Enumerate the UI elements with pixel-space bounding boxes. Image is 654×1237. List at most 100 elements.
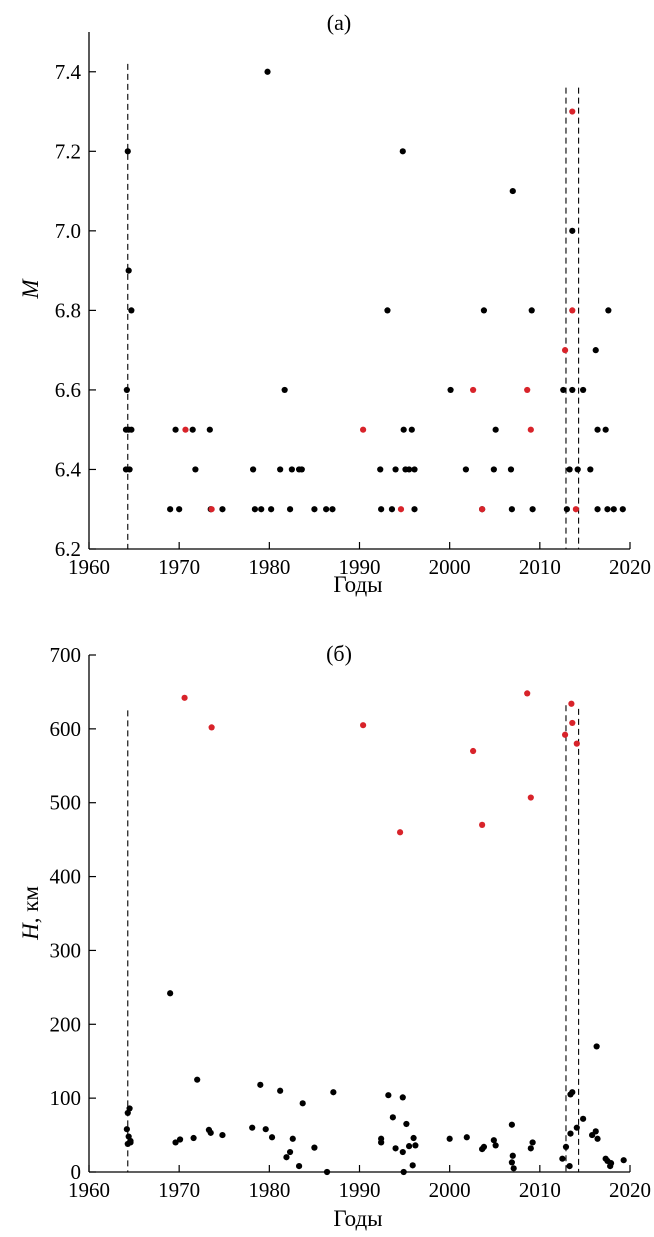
panel-a-data-point: [268, 506, 275, 513]
panel-b-data-point: [568, 700, 575, 707]
panel-a-data-point: [569, 108, 576, 115]
panel-a-data-point: [602, 426, 609, 433]
panel-b-data-point: [463, 1134, 470, 1141]
panel-b-x-tick-label: 2000: [429, 1178, 471, 1202]
panel-b-data-point: [569, 719, 576, 727]
panel-a-x-tick-label: 2020: [609, 555, 651, 579]
panel-b-data-point: [567, 1130, 574, 1137]
panel-a-data-point: [192, 466, 199, 473]
panel-a-data-point: [569, 227, 576, 234]
panel-b-data-point: [299, 1100, 306, 1107]
panel-b-data-point: [405, 1143, 413, 1150]
panel-b-data-point: [378, 1139, 385, 1146]
panel-a-data-point: [392, 466, 399, 473]
panel-b-data-point: [330, 1089, 337, 1096]
panel-b-y-tick-label: 700: [50, 643, 82, 667]
panel-b-data-point: [508, 1121, 515, 1128]
panel-b-data-point: [593, 1043, 600, 1050]
panel-b-data-point: [412, 1142, 419, 1149]
panel-a-data-point: [507, 466, 515, 473]
panel-b-y-tick-label: 0: [71, 1160, 82, 1184]
panel-a-data-point: [594, 506, 601, 513]
panel-a-data-point: [377, 466, 384, 473]
panel-b-data-point: [607, 1160, 615, 1167]
panel-b-data-point: [268, 1134, 276, 1141]
panel-b-data-point: [181, 694, 188, 701]
panel-b-data-point: [262, 1126, 269, 1133]
panel-a-x-tick-label: 2000: [429, 555, 471, 579]
panel-a-y-tick-label: 6.8: [55, 298, 81, 322]
panel-a-data-point: [480, 307, 488, 314]
panel-b-label: (б): [326, 641, 352, 666]
panel-b-data-point: [559, 1155, 566, 1162]
panel-a-data-point: [360, 426, 367, 433]
panel-a-data-point: [167, 506, 174, 513]
panel-a-data-point: [529, 506, 536, 513]
panel-a-y-title: M: [18, 278, 43, 300]
panel-b-x-tick-label: 1960: [68, 1178, 110, 1202]
panel-b-data-point: [566, 1162, 573, 1170]
panel-a-magnitude: (а) 1960 1970 1980 1990 2000 2010 2020 6.26.46…: [18, 10, 651, 597]
panel-b-dashed-lines: [127, 705, 580, 1172]
panel-a-data-point: [311, 506, 318, 513]
panel-b-y-tick-label: 200: [50, 1012, 82, 1036]
panel-b-data-point: [311, 1144, 318, 1151]
panel-a-data-point: [277, 466, 284, 473]
panel-a-data-point: [206, 426, 213, 433]
panel-a-x-title: Годы: [333, 572, 382, 597]
panel-a-data-point: [405, 466, 413, 473]
panel-a-y-tick-label: 6.6: [55, 378, 81, 402]
panel-a-y-tick-label: 7.4: [55, 60, 82, 84]
panel-a-data-point: [566, 466, 573, 473]
panel-b-data-point: [492, 1142, 499, 1149]
panel-b-data-point: [194, 1076, 201, 1083]
panel-a-data-point: [126, 466, 133, 473]
panel-b-data-point: [389, 1114, 396, 1121]
panel-a-data-point: [288, 466, 295, 473]
panel-a-x-tick-label: 1980: [248, 555, 290, 579]
panel-a-y-tick-label: 7.2: [55, 139, 81, 163]
panel-a-data-point: [492, 426, 499, 433]
panel-a-data-point: [258, 506, 265, 513]
panel-a-data-point: [528, 307, 535, 314]
panel-a-data-point: [563, 506, 570, 513]
panel-a-x-tick-label: 1960: [68, 555, 110, 579]
panel-a-data-point: [182, 426, 189, 433]
panel-a-y-tick-label: 7.0: [55, 219, 81, 243]
panel-b-x-tick-label: 2020: [609, 1178, 651, 1202]
panel-a-data-point: [527, 426, 534, 433]
panel-b-data-point: [573, 1124, 580, 1131]
panel-b-data-point: [490, 1137, 497, 1144]
panel-a-x-ticks: 1960 1970 1980 1990 2000 2010 2020: [68, 542, 651, 579]
panel-a-data-point: [592, 347, 599, 354]
panel-a-data-point: [128, 426, 135, 433]
panel-b-data-point: [594, 1135, 601, 1142]
panel-a-data-point: [219, 506, 226, 513]
panel-b-x-tick-label: 1990: [339, 1178, 381, 1202]
panel-a-data-point: [447, 386, 454, 394]
panel-a-data-point: [411, 466, 418, 473]
panel-b-data-point: [286, 1148, 294, 1156]
panel-a-data-point: [400, 426, 407, 433]
panel-a-data-point: [572, 506, 580, 513]
panel-b-data-point: [400, 1168, 407, 1176]
panel-b-data-point: [508, 1159, 515, 1166]
panel-a-y-tick-label: 6.2: [55, 537, 81, 561]
panel-b-data-point: [561, 731, 569, 738]
panel-a-data-point: [574, 466, 581, 473]
panel-a-data-point: [509, 187, 516, 195]
panel-b-data-point: [396, 829, 404, 836]
panel-b-data-point: [123, 1126, 130, 1133]
panel-b-x-tick-label: 2010: [519, 1178, 561, 1202]
panel-a-points: [122, 68, 626, 513]
panel-b-data-point: [360, 722, 367, 729]
panel-b-data-point: [399, 1094, 406, 1101]
panel-a-data-point: [250, 466, 257, 473]
panel-b-data-point: [219, 1131, 226, 1139]
panel-a-data-point: [329, 506, 336, 513]
panel-a-data-point: [124, 148, 131, 155]
panel-b-x-tick-label: 1980: [248, 1178, 290, 1202]
panel-a-x-tick-label: 1970: [158, 555, 200, 579]
panel-b-data-point: [509, 1152, 516, 1159]
panel-b-data-point: [283, 1154, 290, 1161]
